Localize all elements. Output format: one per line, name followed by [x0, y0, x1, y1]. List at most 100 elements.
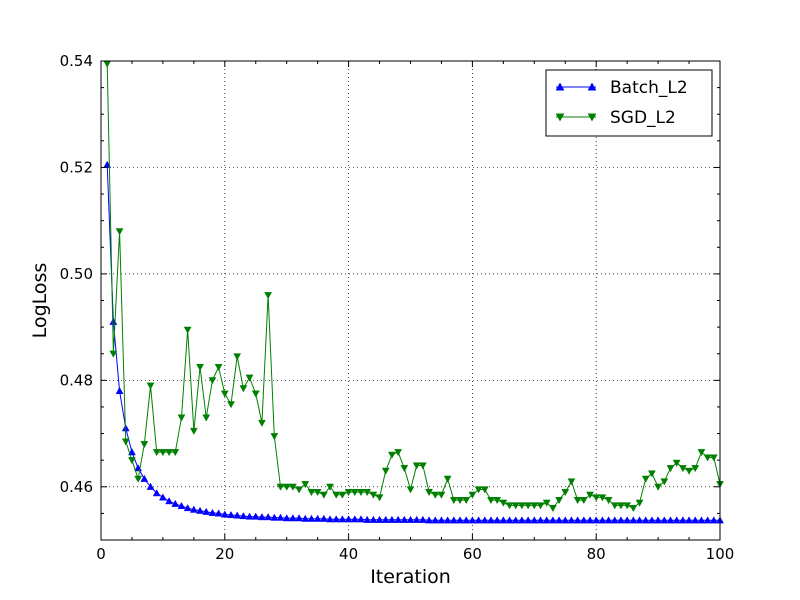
data-point — [301, 514, 310, 522]
data-point — [524, 516, 533, 524]
data-point — [270, 513, 279, 521]
data-point — [617, 502, 625, 510]
data-point — [357, 515, 365, 523]
data-point — [703, 454, 712, 462]
x-tick-label: 20 — [215, 545, 234, 563]
series-sgd-l2 — [103, 60, 724, 513]
data-point — [357, 489, 365, 497]
data-point — [499, 516, 508, 524]
data-point — [220, 390, 229, 398]
x-tick-label: 100 — [706, 545, 735, 563]
x-tick-label: 40 — [339, 545, 358, 563]
data-point — [468, 491, 477, 499]
data-point — [103, 60, 112, 68]
data-point — [548, 516, 557, 524]
data-point — [561, 489, 570, 497]
legend-marker — [587, 113, 597, 122]
data-point — [196, 363, 204, 372]
series-layer — [103, 60, 724, 524]
data-point — [697, 516, 706, 524]
y-axis-title: LogLoss — [29, 263, 51, 339]
data-point — [660, 516, 669, 524]
data-point — [196, 506, 204, 514]
y-tick-label: 0.48 — [60, 371, 93, 389]
series-line — [106, 164, 720, 521]
data-point — [140, 441, 149, 449]
data-point — [524, 502, 533, 510]
data-point — [573, 516, 582, 524]
data-point — [375, 515, 384, 523]
data-point — [598, 516, 607, 524]
axis-ticks: 0 20 40 60 80 100 0.46 0.48 0.50 0.52 0.54 — [60, 52, 735, 563]
data-point — [165, 449, 174, 457]
data-point — [128, 457, 136, 465]
data-point — [536, 516, 545, 524]
data-point — [295, 486, 304, 494]
data-point — [487, 516, 495, 524]
data-point — [425, 516, 433, 524]
data-point — [586, 516, 594, 524]
legend-marker-batch-l2 — [555, 82, 597, 91]
data-point — [208, 508, 217, 516]
legend-box — [545, 69, 713, 137]
data-point — [307, 489, 316, 497]
data-point — [474, 486, 483, 494]
data-point — [158, 493, 167, 501]
legend-label-batch-l2: Batch_L2 — [610, 78, 688, 98]
data-point — [227, 401, 235, 409]
data-point — [666, 465, 675, 473]
y-tick-label: 0.52 — [60, 158, 93, 176]
data-point — [363, 515, 372, 523]
data-point — [449, 516, 458, 524]
data-point — [171, 499, 180, 507]
data-point — [685, 516, 693, 524]
data-point — [678, 465, 687, 473]
data-point — [109, 317, 118, 325]
data-point — [115, 386, 124, 395]
data-point — [610, 516, 619, 524]
x-axis-title: Iteration — [370, 566, 451, 588]
data-point — [295, 514, 304, 522]
data-point — [412, 462, 421, 470]
data-point — [276, 483, 285, 491]
data-point — [344, 489, 353, 497]
data-point — [313, 514, 322, 522]
data-point — [691, 516, 700, 524]
data-point — [542, 516, 551, 524]
data-point — [517, 502, 526, 510]
data-point — [394, 449, 403, 457]
x-tick-label: 80 — [587, 545, 606, 563]
data-point — [691, 465, 700, 473]
data-point — [685, 467, 693, 475]
data-point — [709, 454, 718, 462]
data-point — [319, 514, 328, 522]
data-point — [381, 515, 390, 523]
data-point — [555, 516, 563, 524]
data-point — [666, 516, 675, 524]
data-point — [270, 433, 279, 441]
series-line — [106, 63, 721, 509]
data-point — [678, 516, 687, 524]
data-point — [189, 427, 198, 435]
legend: Batch_L2 SGD_L2 — [545, 69, 713, 137]
data-point — [703, 516, 712, 524]
data-point — [369, 515, 378, 523]
data-point — [344, 515, 353, 523]
data-point — [394, 515, 403, 523]
data-point — [511, 516, 520, 524]
data-point — [604, 516, 613, 524]
data-point — [660, 478, 669, 486]
data-point — [474, 516, 483, 524]
data-point — [542, 499, 551, 507]
data-point — [338, 515, 347, 523]
data-point — [233, 353, 242, 361]
data-point — [301, 481, 310, 489]
data-point — [264, 292, 273, 300]
data-point — [251, 390, 260, 398]
data-point — [431, 516, 440, 524]
data-point — [214, 509, 223, 517]
data-point — [319, 491, 328, 499]
data-point — [530, 516, 539, 524]
data-point — [431, 491, 440, 499]
data-point — [635, 516, 644, 524]
